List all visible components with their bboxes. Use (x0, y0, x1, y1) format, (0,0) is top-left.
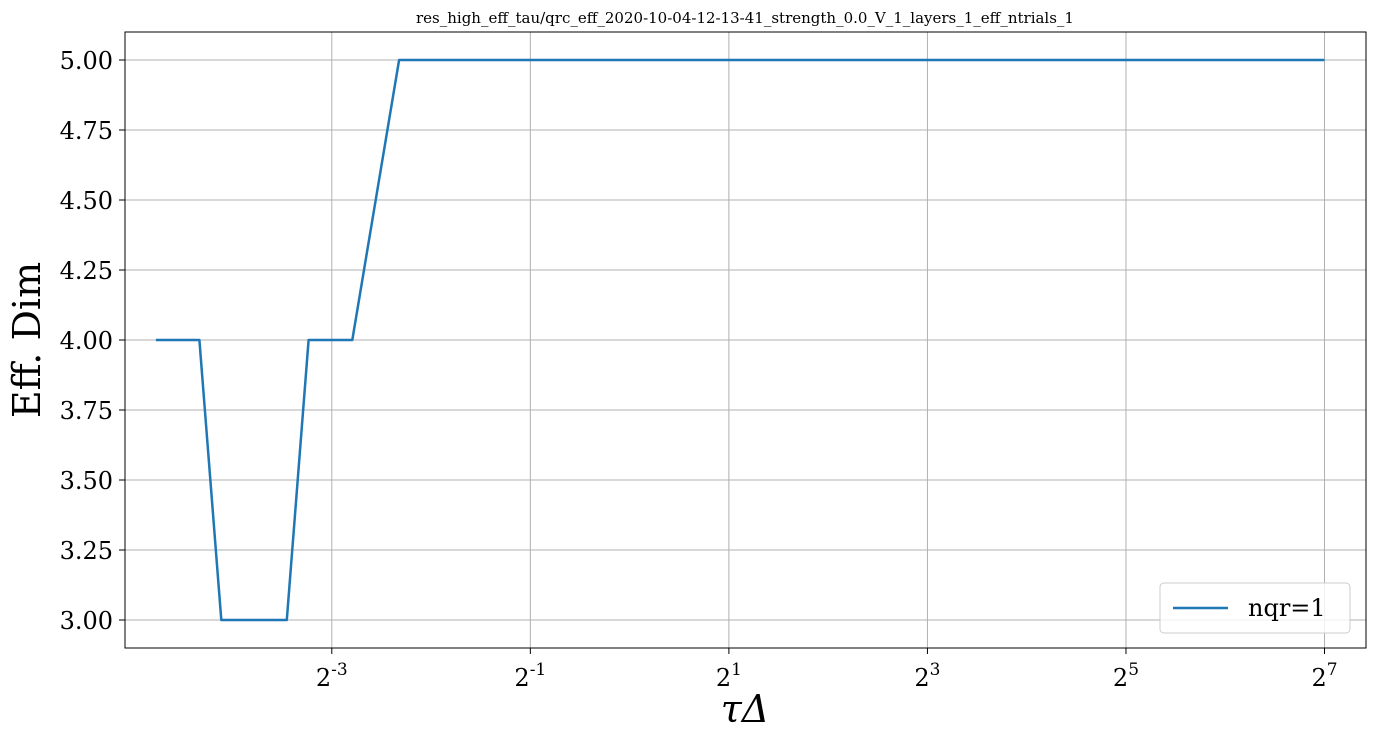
x-tick-label: 27 (1311, 660, 1337, 692)
y-ticks: 3.00 3.25 3.50 3.75 4.00 4.25 4.50 4.75 5.00 (60, 47, 125, 635)
legend: nqr=1 (1159, 582, 1351, 634)
x-tick-label: 21 (716, 660, 742, 692)
y-tick-label: 3.75 (60, 397, 113, 425)
y-tick-label: 4.75 (60, 117, 113, 145)
y-tick-label: 5.00 (60, 47, 113, 75)
x-tick-label: 2-3 (316, 660, 348, 692)
y-tick-label: 4.25 (60, 257, 113, 285)
x-axis-label: τΔ (721, 687, 769, 731)
legend-label: nqr=1 (1248, 594, 1326, 622)
y-tick-label: 3.25 (60, 537, 113, 565)
y-tick-label: 4.50 (60, 187, 113, 215)
y-tick-label: 3.50 (60, 467, 113, 495)
x-tick-label: 2-1 (514, 660, 546, 692)
y-tick-label: 4.00 (60, 327, 113, 355)
legend-box (1159, 582, 1351, 634)
chart-title: res_high_eff_tau/qrc_eff_2020-10-04-12-1… (416, 9, 1074, 27)
x-ticks: 2-3 2-1 21 23 25 27 (316, 648, 1338, 692)
y-tick-label: 3.00 (60, 607, 113, 635)
series-line (155, 58, 1325, 622)
series-layer (155, 58, 1325, 622)
x-tick-label: 23 (914, 660, 940, 692)
y-axis-label: Eff. Dim (5, 262, 49, 418)
x-tick-label: 25 (1113, 660, 1139, 692)
